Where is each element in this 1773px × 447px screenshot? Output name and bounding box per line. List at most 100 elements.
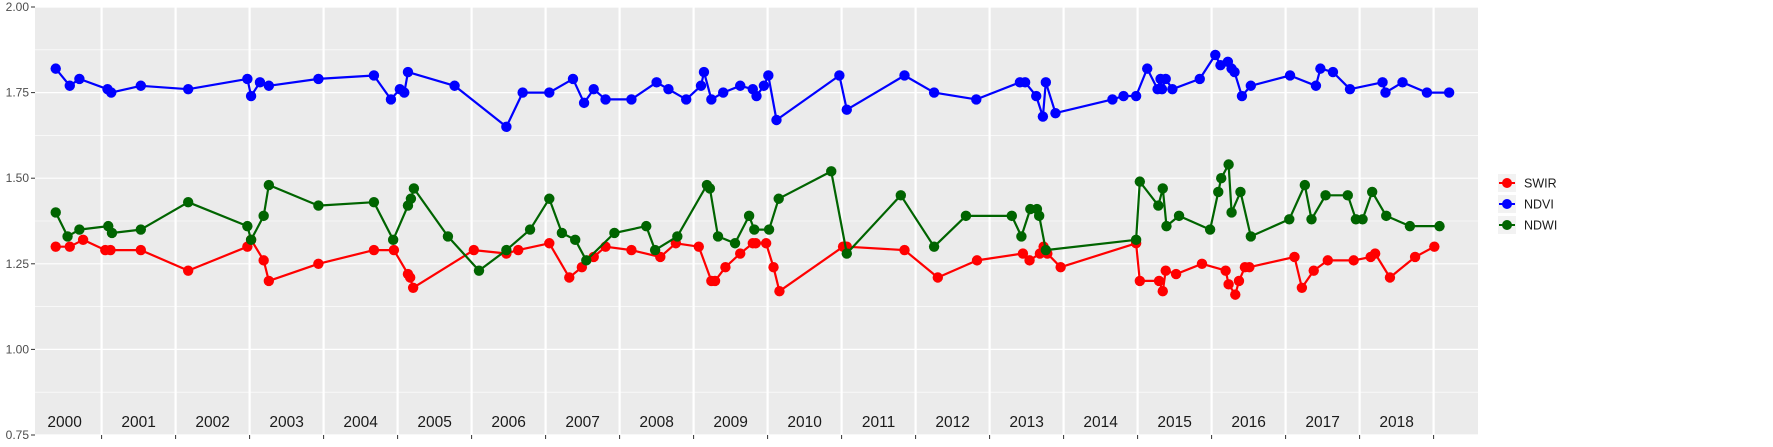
- data-point-ndwi: [1284, 214, 1295, 225]
- data-point-ndwi: [1157, 183, 1168, 194]
- year-label: 2014: [1083, 414, 1118, 431]
- data-point-swir: [1024, 255, 1035, 266]
- legend-key-point: [1502, 220, 1512, 230]
- data-point-swir: [368, 244, 380, 256]
- data-point-swir: [77, 234, 89, 246]
- data-point-ndvi: [254, 77, 266, 88]
- data-point-ndvi: [501, 121, 512, 133]
- data-point-ndvi: [718, 87, 729, 98]
- data-point-ndwi: [712, 231, 724, 242]
- year-label: 2018: [1379, 414, 1413, 431]
- data-point-swir: [1244, 262, 1255, 273]
- data-point-ndvi: [771, 114, 782, 126]
- y-tick-label: 1.00: [6, 342, 30, 356]
- year-label: 2008: [639, 414, 673, 431]
- data-point-ndvi: [928, 87, 940, 98]
- data-point-ndvi: [1284, 70, 1296, 81]
- data-point-ndwi: [62, 231, 73, 242]
- year-label: 2009: [713, 414, 747, 431]
- data-point-ndvi: [1031, 90, 1042, 102]
- data-point-ndwi: [182, 196, 194, 208]
- data-point-swir: [971, 255, 983, 266]
- data-point-ndwi: [242, 220, 253, 232]
- data-point-ndwi: [649, 244, 661, 256]
- data-point-ndwi: [501, 244, 512, 256]
- data-point-swir: [407, 282, 419, 293]
- data-point-ndvi: [399, 87, 410, 98]
- data-point-swir: [932, 272, 943, 283]
- legend-label: NDVI: [1524, 198, 1554, 212]
- data-point-swir: [693, 241, 704, 252]
- data-point-swir: [105, 244, 116, 256]
- series-line-ndwi: [54, 163, 1440, 272]
- year-labels: 2000 2001 2002 2003 2004 2005 2006 2007 2008 2009…: [47, 414, 1413, 431]
- data-point-swir: [1384, 272, 1396, 283]
- data-point-ndvi: [1443, 87, 1455, 98]
- data-point-ndwi: [387, 234, 399, 246]
- legend-item-ndwi: NDWI: [1498, 216, 1557, 234]
- data-point-ndvi: [1130, 90, 1142, 102]
- legend-item-swir: SWIR: [1498, 174, 1557, 192]
- data-point-swir: [1223, 279, 1234, 290]
- series-ndwi: [50, 159, 1445, 276]
- data-point-ndvi: [763, 70, 774, 81]
- data-point-ndvi: [1107, 94, 1118, 105]
- data-point-ndwi: [1306, 214, 1317, 225]
- data-point-ndwi: [1366, 186, 1378, 198]
- data-point-ndvi: [1142, 63, 1153, 74]
- data-point-ndvi: [758, 80, 770, 91]
- data-point-swir: [760, 238, 772, 249]
- data-point-ndwi: [524, 224, 536, 235]
- data-point-ndwi: [1040, 244, 1052, 256]
- year-label: 2010: [787, 414, 822, 431]
- data-point-ndvi: [1397, 77, 1408, 88]
- data-point-ndwi: [245, 234, 257, 246]
- data-point-ndwi: [1173, 210, 1185, 222]
- data-point-ndvi: [663, 83, 674, 95]
- data-point-ndvi: [698, 66, 710, 78]
- year-label: 2016: [1231, 414, 1265, 431]
- data-point-ndwi: [1404, 220, 1416, 232]
- data-point-ndvi: [1327, 66, 1339, 78]
- data-point-ndvi: [64, 80, 75, 91]
- data-point-ndvi: [182, 83, 194, 95]
- data-point-ndwi: [1213, 186, 1224, 198]
- data-point-ndvi: [578, 97, 590, 109]
- y-tick-label: 1.25: [6, 257, 30, 271]
- data-point-ndwi: [258, 210, 269, 222]
- data-point-ndwi: [1153, 200, 1164, 211]
- legend-label: NDWI: [1524, 219, 1557, 233]
- data-point-swir: [1157, 285, 1168, 297]
- data-point-ndvi: [1245, 80, 1257, 91]
- data-point-ndvi: [841, 104, 852, 115]
- data-point-swir: [135, 244, 147, 256]
- data-point-ndwi: [1033, 210, 1045, 222]
- data-point-ndvi: [1229, 66, 1240, 78]
- data-point-swir: [1153, 275, 1165, 287]
- data-point-ndwi: [1235, 186, 1246, 198]
- data-point-ndwi: [1342, 190, 1353, 201]
- data-point-ndvi: [1118, 90, 1129, 102]
- data-point-ndwi: [1223, 159, 1234, 170]
- data-point-ndwi: [841, 248, 852, 259]
- series-ndvi: [50, 49, 1455, 133]
- data-point-swir: [182, 265, 194, 276]
- data-point-swir: [899, 244, 910, 256]
- year-label: 2017: [1305, 414, 1339, 431]
- data-point-ndvi: [695, 80, 707, 91]
- data-point-ndwi: [544, 193, 555, 204]
- data-point-ndwi: [1204, 224, 1216, 235]
- data-point-ndvi: [1344, 83, 1356, 95]
- data-point-ndwi: [556, 227, 568, 239]
- data-point-ndwi: [135, 224, 147, 235]
- data-point-ndvi: [135, 80, 147, 91]
- data-point-ndvi: [834, 70, 845, 81]
- data-point-ndwi: [1216, 173, 1227, 184]
- data-point-swir: [468, 244, 480, 256]
- data-point-ndwi: [442, 231, 454, 242]
- data-point-swir: [1409, 251, 1421, 263]
- data-point-ndvi: [1160, 73, 1171, 85]
- y-tick-label: 0.75: [6, 428, 30, 442]
- data-point-ndvi: [1380, 87, 1391, 98]
